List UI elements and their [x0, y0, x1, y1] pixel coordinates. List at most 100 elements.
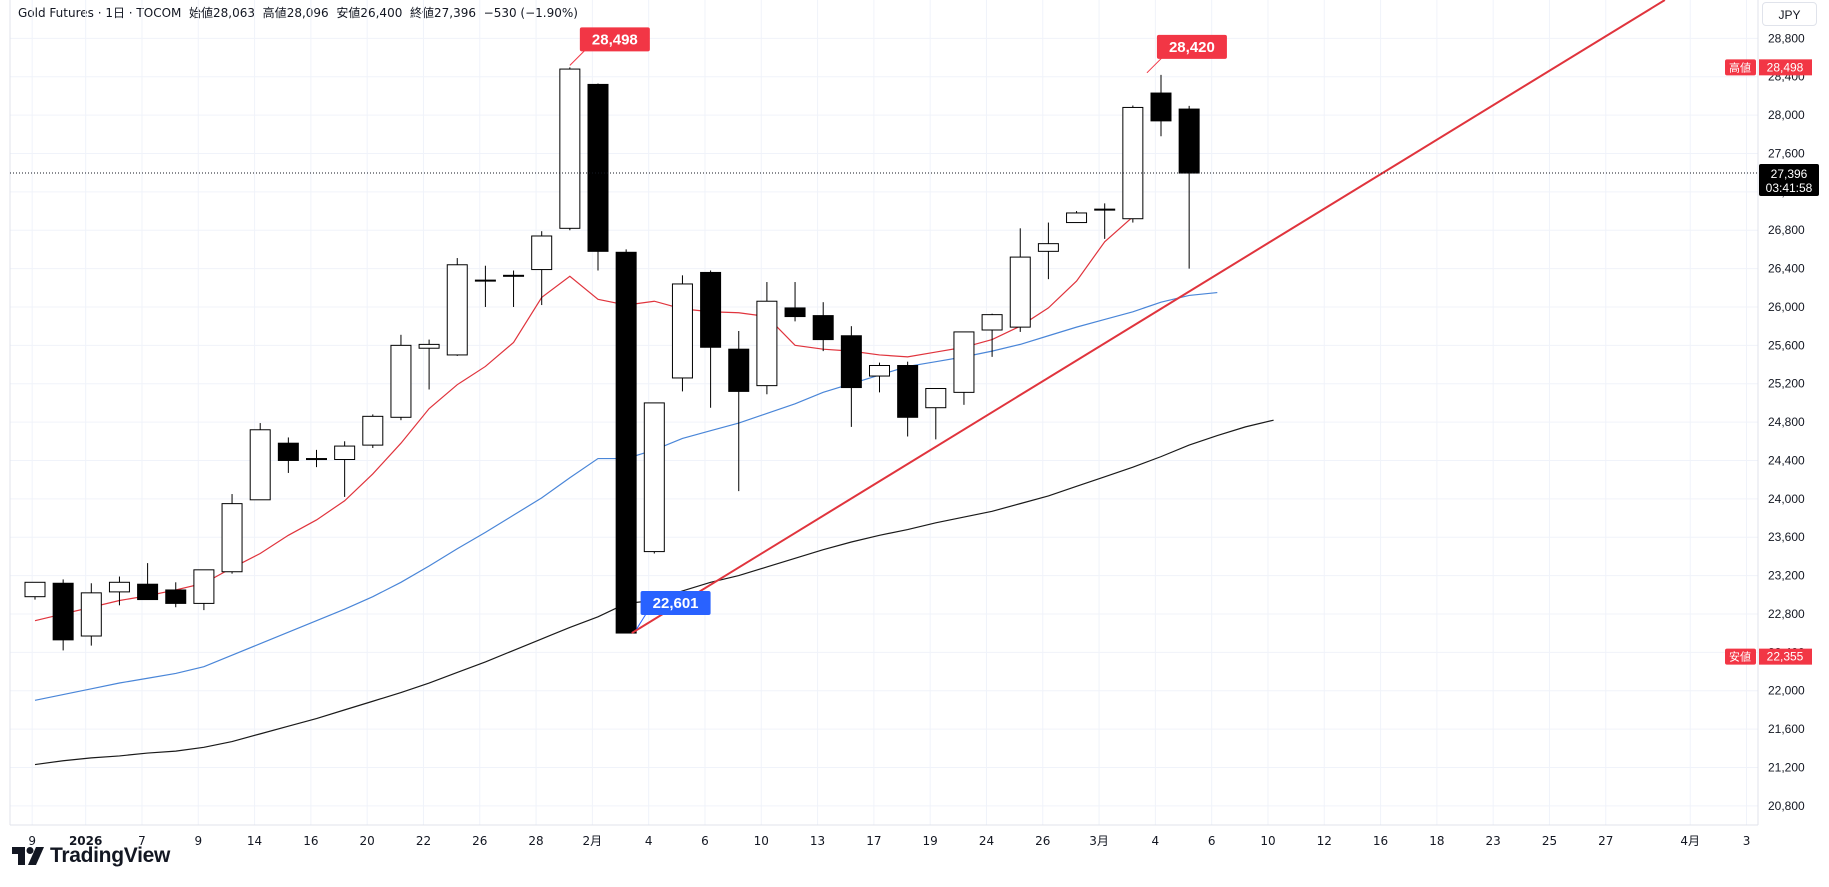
y-tick-label: 28,800	[1768, 31, 1805, 45]
candle	[531, 231, 553, 306]
candle	[700, 270, 722, 408]
annotation-label: 28,498	[592, 31, 638, 48]
candle	[925, 388, 947, 440]
candle-body	[925, 388, 947, 409]
candle-body	[700, 271, 722, 348]
candle	[137, 563, 159, 601]
interval-label: 1日	[105, 6, 125, 20]
annotation-badge	[640, 591, 711, 616]
x-tick-label: 17	[866, 834, 881, 848]
annotation-connector	[569, 48, 587, 66]
x-tick-label: 13	[810, 834, 825, 848]
candle-body	[80, 592, 102, 637]
candle-body	[52, 582, 74, 641]
high-marker-value: 28,498	[1767, 60, 1804, 74]
candle	[840, 326, 862, 427]
bar-countdown: 03:41:58	[1766, 181, 1813, 195]
candle	[418, 339, 440, 390]
x-tick-label: 28	[528, 834, 543, 848]
low-marker: 安値 22,355	[1725, 648, 1812, 665]
x-tick-label: 9	[28, 834, 36, 848]
candle-body	[277, 442, 299, 461]
candle-body	[249, 429, 271, 501]
candle	[80, 583, 102, 646]
candle	[52, 579, 74, 651]
x-tick-label: 4	[645, 834, 653, 848]
x-tick-label: 19	[923, 834, 938, 848]
x-tick-label: 6	[701, 834, 709, 848]
candle	[446, 258, 468, 356]
y-tick-label: 25,600	[1768, 338, 1805, 352]
x-tick-label: 3	[1743, 834, 1751, 848]
current-price-value: 27,396	[1771, 167, 1808, 181]
candle-body	[221, 503, 243, 573]
high-value: 28,096	[286, 6, 329, 20]
high-label: 高値	[262, 6, 287, 20]
candle	[981, 313, 1003, 357]
trendline	[631, 0, 1666, 634]
candle	[165, 582, 187, 608]
y-tick-label: 25,200	[1768, 377, 1805, 391]
candle-body	[137, 583, 159, 601]
y-tick-label: 23,200	[1768, 569, 1805, 583]
high-marker-tag	[1725, 59, 1756, 76]
y-tick-label: 28,000	[1768, 108, 1805, 122]
y-tick-label: 21,600	[1768, 722, 1805, 736]
y-tick-label: 23,600	[1768, 530, 1805, 544]
close-label: 終値	[409, 6, 434, 20]
candle	[1066, 211, 1088, 224]
x-tick-label: 2月	[583, 834, 603, 848]
y-tick-label: 26,000	[1768, 300, 1805, 314]
price-annotation: 22,601	[636, 591, 711, 630]
x-tick-label: 2026	[69, 834, 102, 848]
candle-body	[503, 274, 525, 277]
candle-body	[474, 279, 496, 282]
annotation-connector	[1146, 56, 1164, 74]
x-tick-label: 27	[1598, 834, 1613, 848]
candle	[249, 423, 271, 501]
x-tick-label: 20	[360, 834, 375, 848]
x-tick-label: 24	[979, 834, 994, 848]
low-marker-tag	[1725, 648, 1756, 665]
candle-body	[812, 315, 834, 341]
y-tick-label: 24,800	[1768, 415, 1805, 429]
candle	[587, 83, 609, 271]
x-tick-label: 4	[1152, 834, 1160, 848]
candle	[869, 362, 890, 393]
moving-average-line	[34, 216, 1134, 622]
x-tick-label: 9	[194, 834, 202, 848]
high-marker: 高値 28,498	[1725, 59, 1812, 76]
x-tick-label: 3月	[1089, 834, 1109, 848]
x-tick-label: 12	[1317, 834, 1332, 848]
y-tick-label: 22,800	[1768, 607, 1805, 621]
candle-body	[615, 251, 637, 634]
y-tick-label: 20,800	[1768, 799, 1805, 813]
exchange-label: TOCOM	[136, 6, 182, 20]
currency-button[interactable]: JPY	[1762, 2, 1817, 26]
candle	[812, 302, 834, 352]
candle-body	[671, 283, 693, 379]
x-tick-label: 7	[138, 834, 146, 848]
y-tick-label: 27,600	[1768, 146, 1805, 160]
candle-body	[840, 335, 862, 389]
close-value: 27,396	[434, 6, 476, 20]
candle	[559, 67, 581, 231]
candle-body	[446, 264, 468, 356]
candle-body	[897, 364, 919, 418]
candle	[615, 249, 637, 634]
price-annotation: 28,498	[569, 27, 650, 66]
low-value: 26,400	[360, 6, 403, 20]
tradingview-logo[interactable]: TradingView	[12, 844, 170, 868]
candle-body	[24, 581, 46, 598]
y-tick-label: 24,000	[1768, 492, 1805, 506]
candle-body	[1094, 208, 1116, 211]
x-tick-label: 16	[1373, 834, 1388, 848]
candle-body	[531, 235, 553, 271]
x-tick-label: 14	[247, 834, 262, 848]
x-tick-label: 25	[1542, 834, 1557, 848]
candle-body	[165, 589, 187, 604]
candle-body	[334, 445, 356, 461]
annotation-connector	[636, 612, 648, 630]
